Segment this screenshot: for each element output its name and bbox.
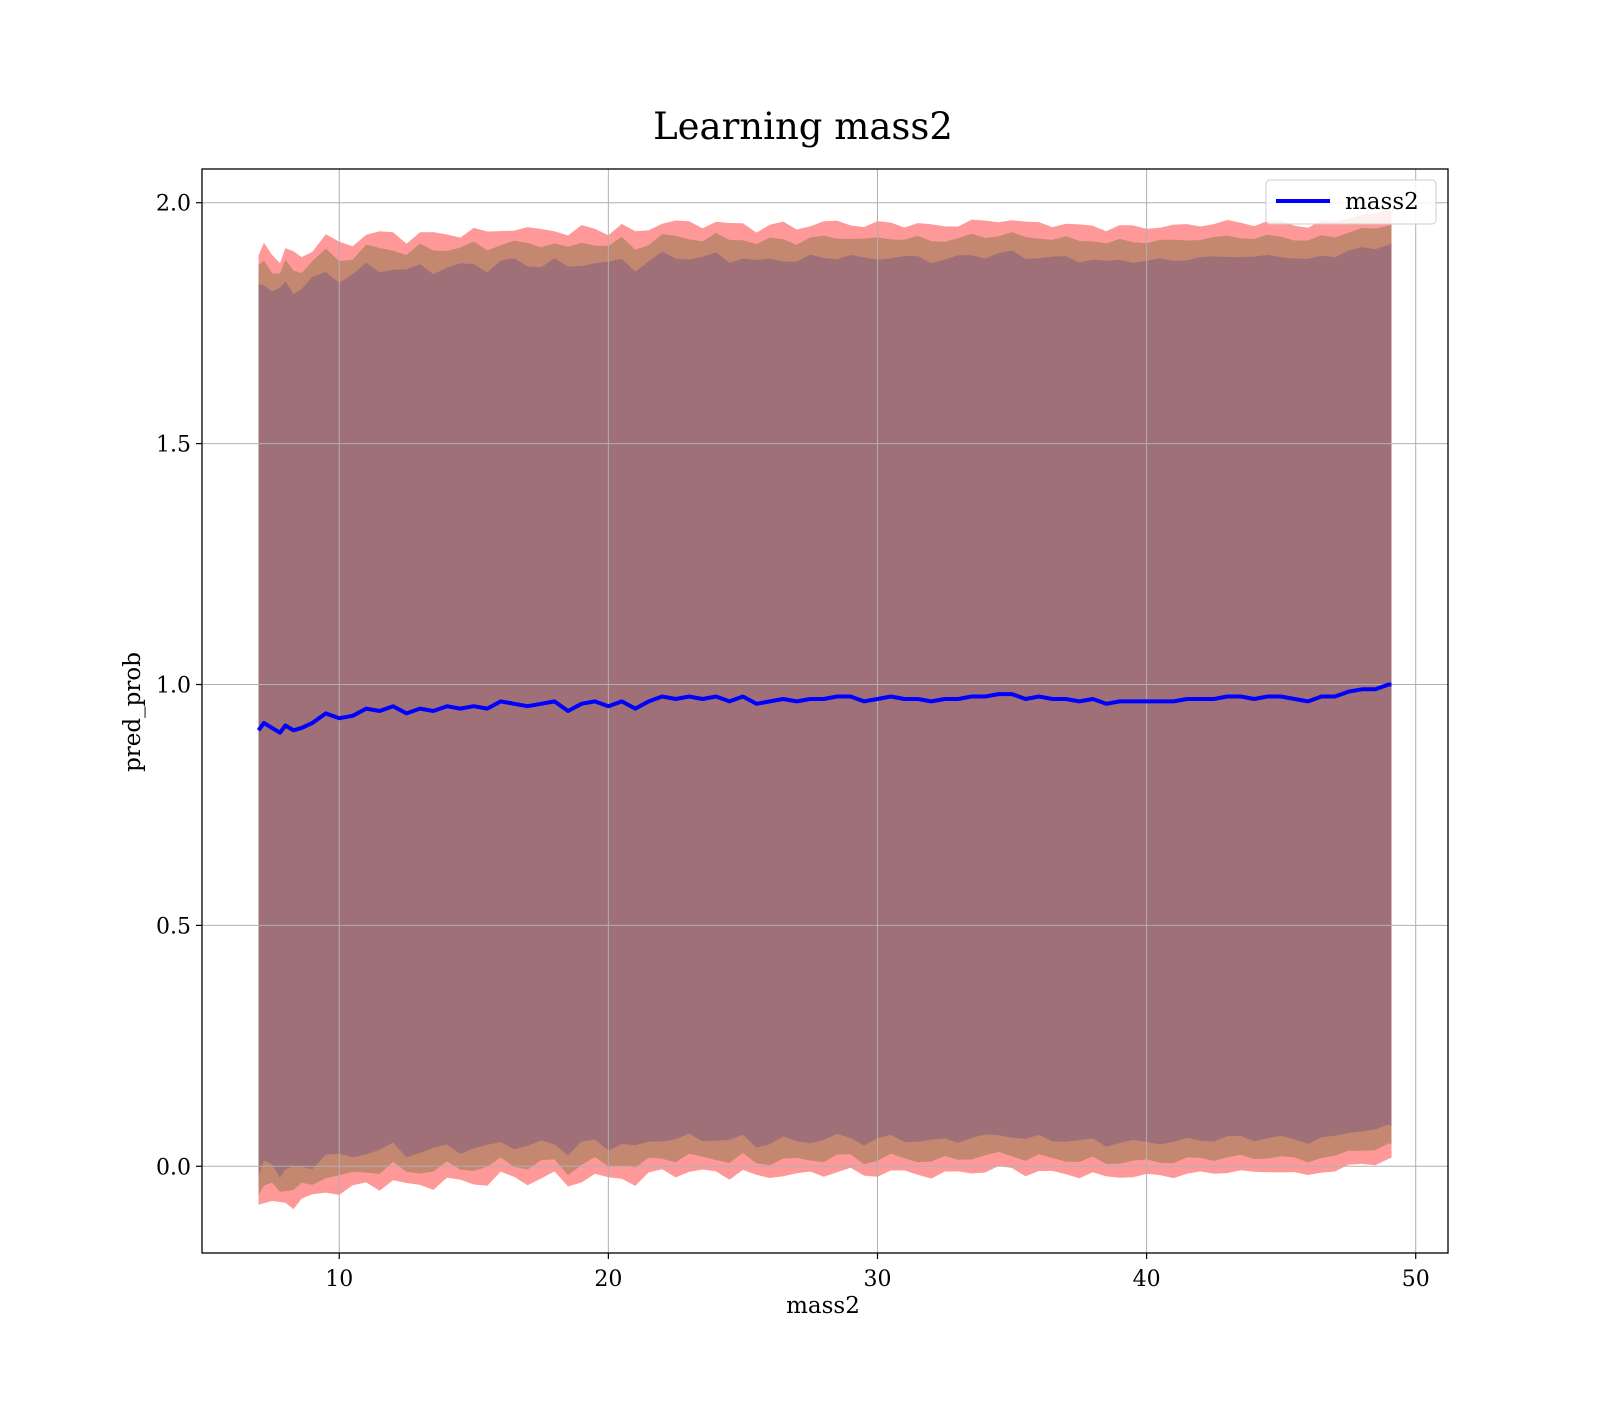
y-tick-label: 1.0: [156, 674, 191, 699]
grid: [202, 169, 1448, 1253]
x-tick-label: 30: [863, 1267, 891, 1292]
confidence-bands: [258, 210, 1392, 1210]
y-tick-label: 0.5: [156, 914, 191, 939]
y-axis-ticks: 0.0 0.5 1.0 1.5 2.0: [156, 192, 202, 1180]
legend-label: mass2: [1345, 189, 1419, 215]
x-tick-label: 20: [594, 1267, 622, 1292]
y-tick-label: 2.0: [156, 192, 191, 217]
band-inner: [258, 242, 1392, 1178]
legend: mass2: [1265, 179, 1437, 225]
x-tick-label: 50: [1402, 1267, 1430, 1292]
series-layer: [256, 682, 1392, 735]
plot-frame: [201, 168, 1449, 1254]
legend-box: [1265, 179, 1437, 225]
x-axis-label: mass2: [786, 1293, 860, 1319]
y-tick-label: 1.5: [156, 433, 191, 458]
x-tick-label: 10: [325, 1267, 353, 1292]
x-axis-ticks: 10 20 30 40 50: [325, 1253, 1430, 1292]
y-tick-label: 0.0: [156, 1155, 191, 1180]
y-axis-label: pred_prob: [120, 652, 146, 772]
x-tick-label: 40: [1133, 1267, 1161, 1292]
chart-title: Learning mass2: [653, 105, 953, 148]
series-line-mass2: [256, 682, 1392, 735]
